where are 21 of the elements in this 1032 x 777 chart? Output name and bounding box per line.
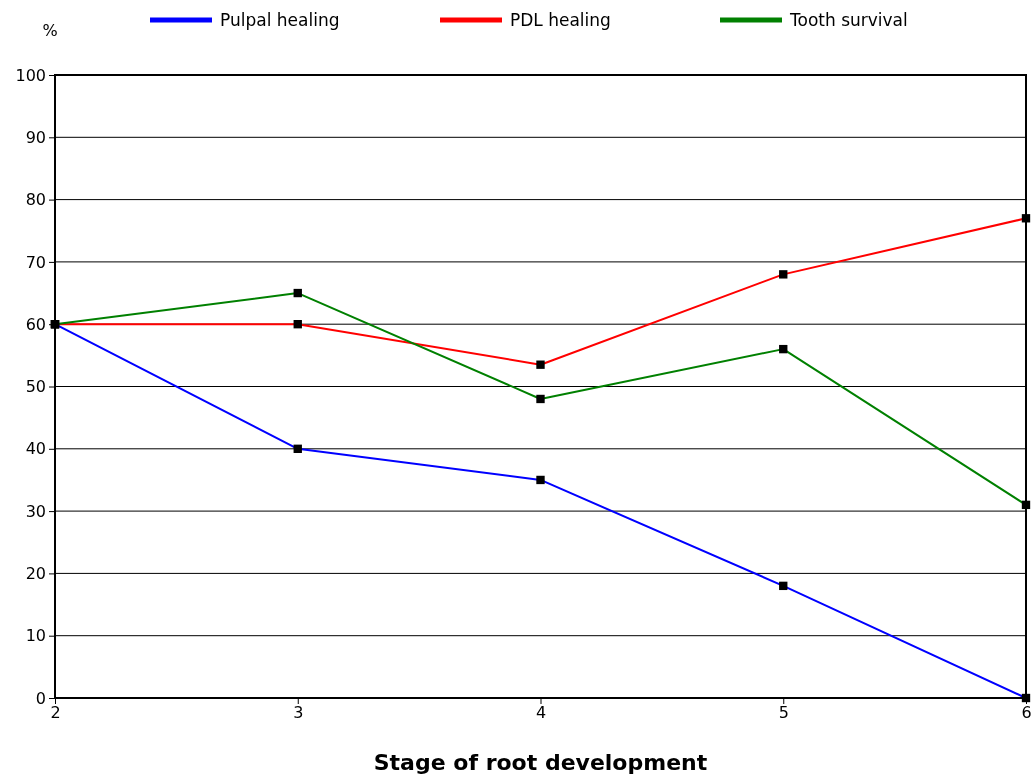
y-tick-label: 0 [35, 688, 46, 708]
y-tick-label: 90 [25, 127, 46, 147]
y-tick-label: 20 [25, 564, 46, 584]
y-tick-label: 10 [25, 626, 46, 646]
y-tick-label: 50 [25, 377, 46, 397]
x-tick-label: 6 [1021, 703, 1032, 723]
x-tick-label: 5 [778, 703, 789, 723]
legend-label: Pulpal healing [220, 10, 340, 30]
y-tick-label: 100 [15, 65, 46, 85]
y-tick-label: 60 [25, 314, 46, 334]
legend-label: PDL healing [510, 10, 611, 30]
y-tick-label: 70 [25, 252, 46, 272]
legend-label: Tooth survival [789, 10, 908, 30]
x-tick-label: 3 [293, 703, 304, 723]
y-tick-label: 40 [25, 439, 46, 459]
x-tick-label: 2 [50, 703, 61, 723]
y-tick-label: 30 [25, 501, 46, 521]
x-tick-label: 4 [535, 703, 547, 723]
y-axis-title: % [42, 21, 58, 40]
y-tick-label: 80 [25, 190, 46, 210]
x-axis-title: Stage of root development [373, 750, 708, 775]
